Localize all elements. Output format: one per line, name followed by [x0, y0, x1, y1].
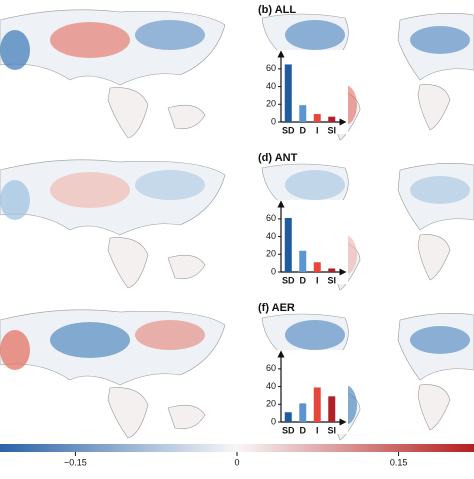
bar [328, 268, 336, 272]
y-tick-label: 60 [266, 363, 276, 373]
x-tick-label: I [316, 425, 319, 435]
panel-title: (d) ANT [258, 152, 298, 164]
anomaly [0, 180, 30, 220]
anomaly [410, 326, 470, 354]
anomaly [135, 20, 205, 50]
bar [299, 250, 307, 272]
y-tick-label: 40 [266, 381, 276, 391]
anomaly [135, 170, 205, 200]
bar [299, 403, 307, 422]
land [107, 387, 149, 439]
x-tick-label: I [316, 125, 319, 135]
land [167, 254, 206, 279]
colorbar-tick-label: 0.15 [390, 457, 408, 467]
anomaly [50, 322, 130, 358]
bar [313, 114, 321, 122]
anomaly [410, 26, 470, 54]
bar [328, 116, 336, 122]
bar [299, 105, 307, 122]
anomaly [0, 30, 30, 70]
maps [0, 9, 474, 441]
land [107, 87, 149, 139]
anomaly [285, 20, 345, 50]
y-tick-label: 20 [266, 399, 276, 409]
bar [284, 64, 292, 122]
x-tick-label: SI [327, 425, 336, 435]
x-tick-label: SD [282, 275, 295, 285]
land [417, 234, 451, 281]
y-tick-label: 60 [266, 213, 276, 223]
land [417, 84, 451, 131]
y-tick-label: 0 [271, 416, 276, 426]
land [417, 384, 451, 431]
x-tick-label: SI [327, 125, 336, 135]
land [167, 104, 206, 129]
y-tick-label: 40 [266, 231, 276, 241]
y-tick-label: 20 [266, 249, 276, 259]
bar [313, 262, 321, 272]
y-tick-label: 60 [266, 63, 276, 73]
y-tick-label: 40 [266, 81, 276, 91]
bar [284, 412, 292, 422]
bar [328, 396, 336, 422]
x-tick-label: D [300, 275, 307, 285]
x-tick-label: I [316, 275, 319, 285]
panel-title: (f) AER [258, 302, 295, 314]
anomaly [135, 320, 205, 350]
anomaly [50, 172, 130, 208]
y-tick-label: 20 [266, 99, 276, 109]
y-tick-label: 0 [271, 266, 276, 276]
land [167, 404, 206, 429]
x-tick-label: SD [282, 425, 295, 435]
panel-title: (b) ALL [258, 4, 296, 16]
colorbar-tick-label: −0.15 [64, 457, 87, 467]
x-tick-label: D [300, 125, 307, 135]
anomaly [285, 320, 345, 350]
bar [313, 387, 321, 422]
colorbar [0, 444, 474, 452]
colorbar-tick-label: 0 [234, 457, 239, 467]
anomaly [50, 22, 130, 58]
x-tick-label: D [300, 425, 307, 435]
y-tick-label: 0 [271, 116, 276, 126]
anomaly [410, 176, 470, 204]
x-tick-label: SD [282, 125, 295, 135]
anomaly [285, 170, 345, 200]
x-tick-label: SI [327, 275, 336, 285]
land [107, 237, 149, 289]
bar [284, 217, 292, 272]
anomaly [0, 330, 30, 370]
